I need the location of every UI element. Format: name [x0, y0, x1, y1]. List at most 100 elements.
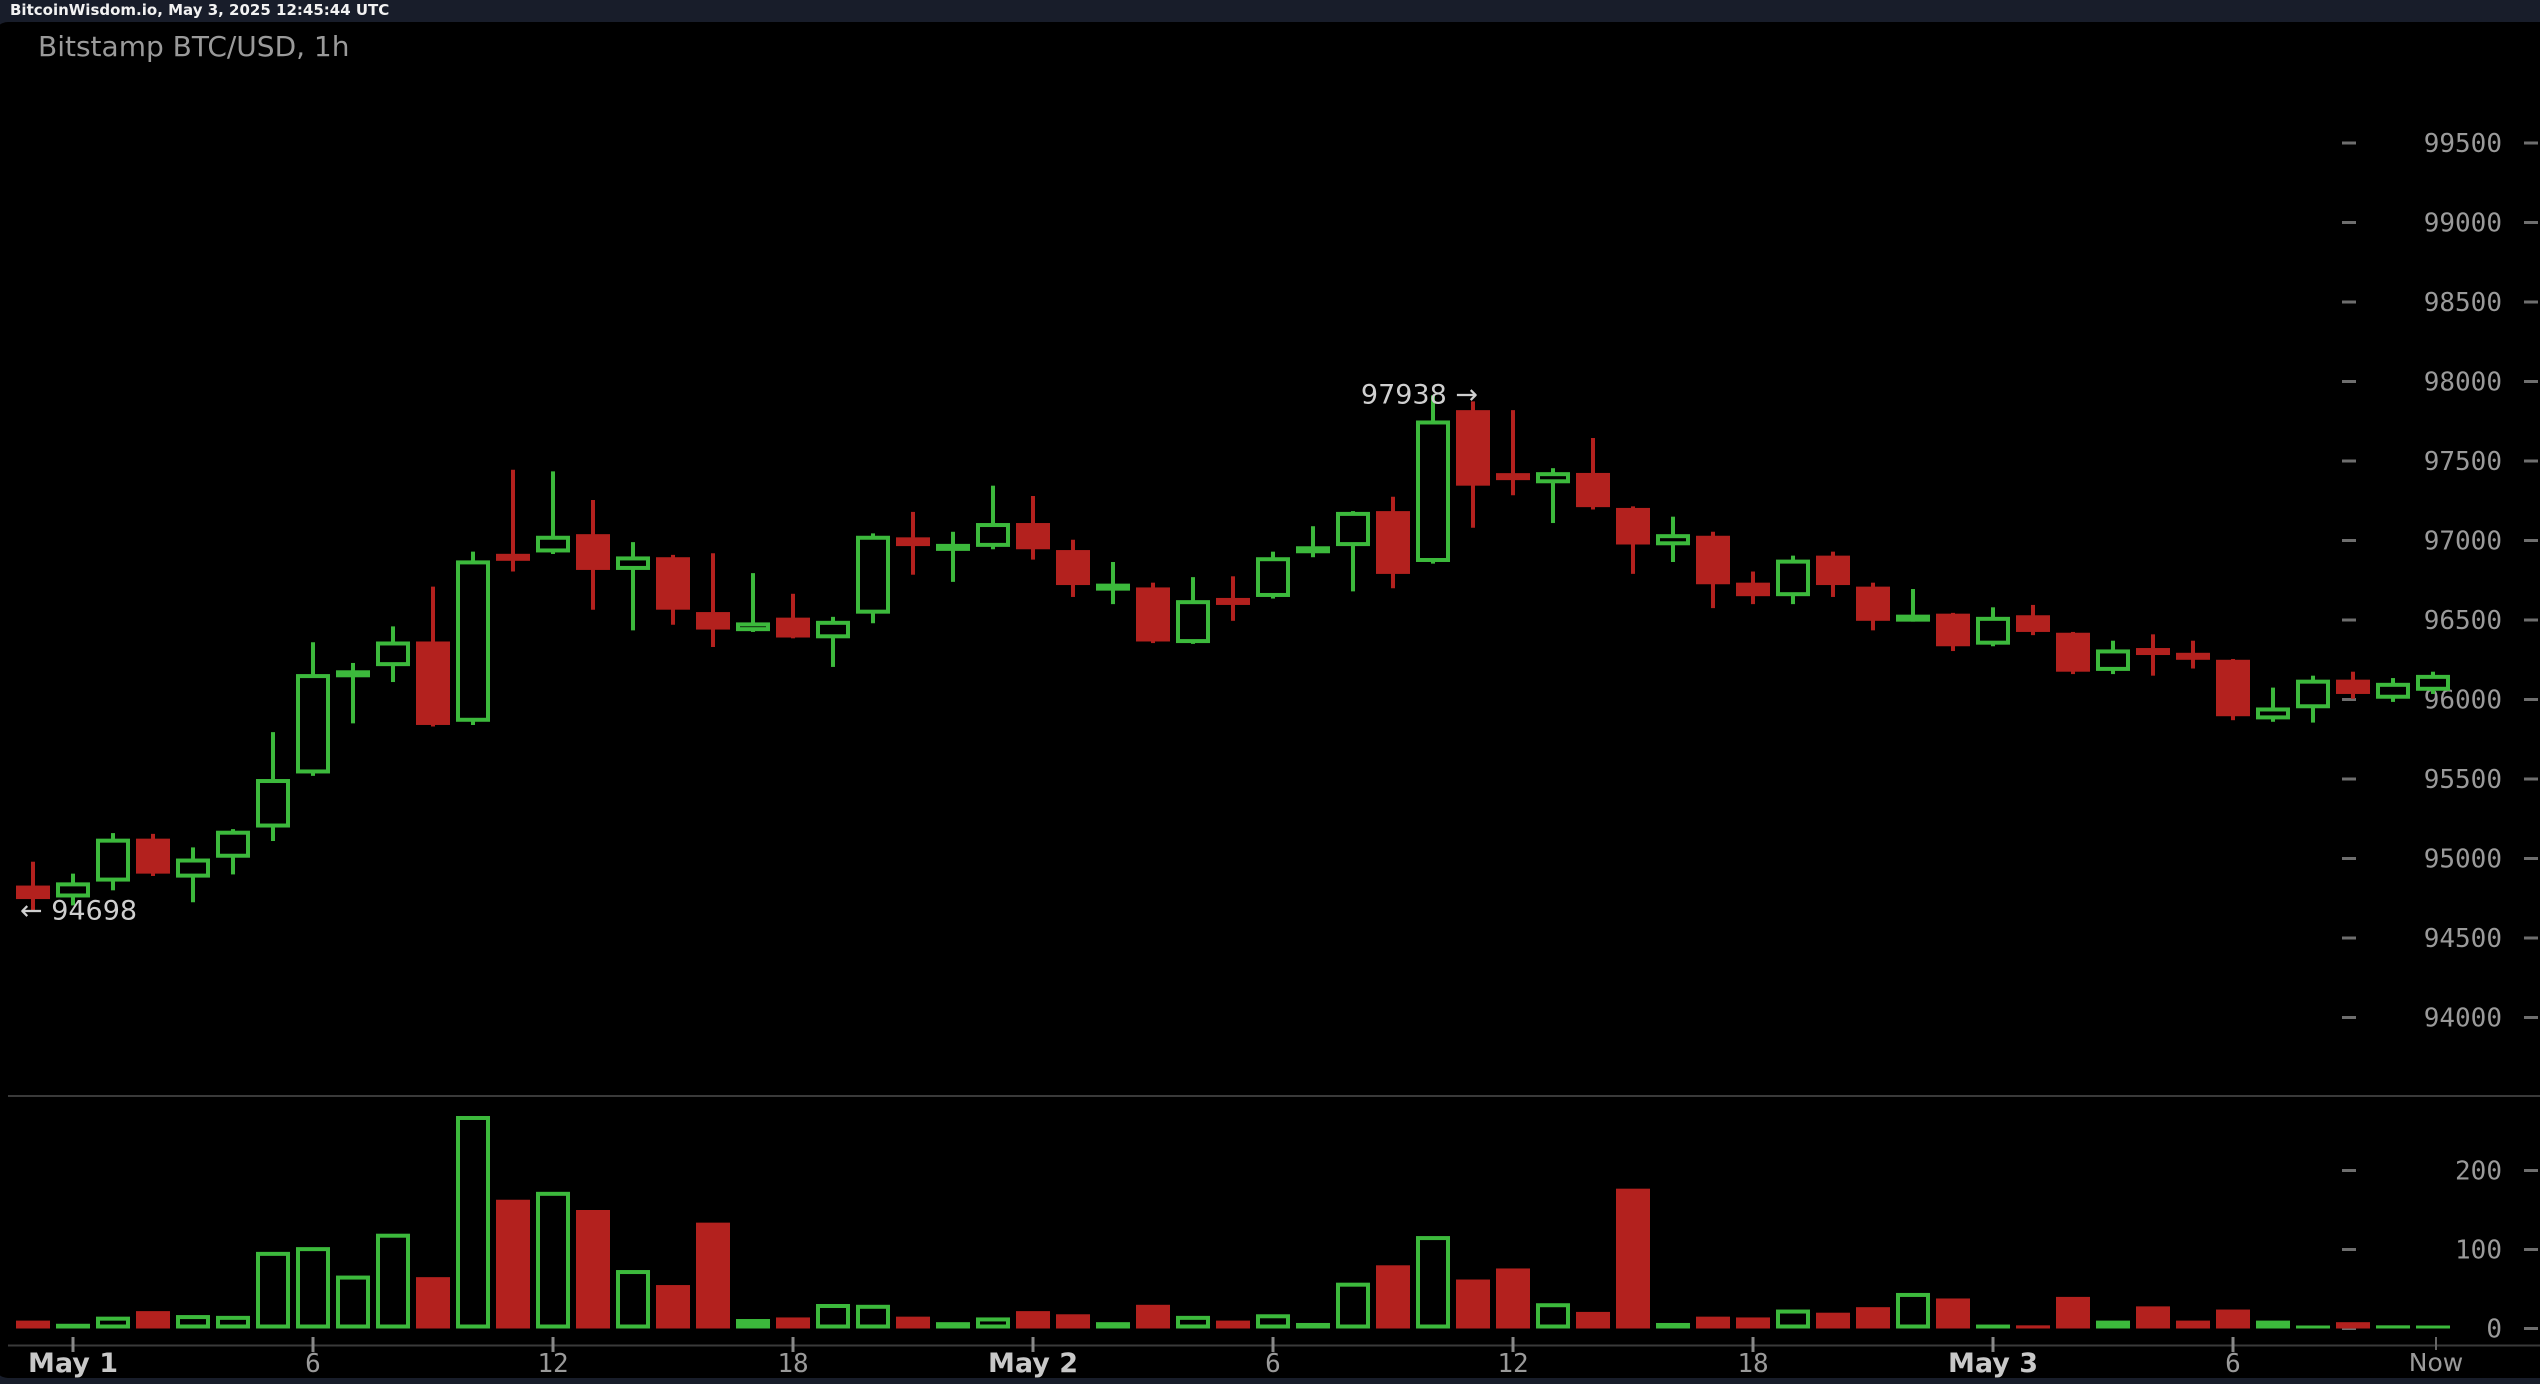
candle[interactable]: [96, 833, 130, 891]
candle[interactable]: [2216, 658, 2250, 721]
candle[interactable]: [616, 542, 650, 631]
volume-bar[interactable]: [1576, 1311, 1610, 1329]
volume-bar[interactable]: [2376, 1325, 2410, 1329]
volume-bar[interactable]: [2336, 1322, 2370, 1329]
candle[interactable]: [1096, 561, 1130, 605]
candle[interactable]: [1696, 531, 1730, 609]
candle[interactable]: [416, 586, 450, 727]
volume-bar[interactable]: [2016, 1325, 2050, 1329]
candle[interactable]: [1336, 511, 1370, 592]
volume-bar[interactable]: [176, 1315, 210, 1329]
candle[interactable]: [1176, 577, 1210, 644]
volume-bar[interactable]: [896, 1316, 930, 1329]
candle[interactable]: [376, 626, 410, 683]
volume-bar[interactable]: [2416, 1325, 2450, 1329]
candle[interactable]: [1056, 539, 1090, 597]
candle[interactable]: [456, 551, 490, 725]
candle[interactable]: [1976, 607, 2010, 647]
candle[interactable]: [816, 616, 850, 667]
volume-bar[interactable]: [976, 1317, 1010, 1329]
volume-bar[interactable]: [1896, 1292, 1930, 1329]
volume-bars[interactable]: [16, 1115, 2450, 1329]
volume-bar[interactable]: [2256, 1320, 2290, 1329]
candle[interactable]: [1856, 582, 1890, 631]
candle[interactable]: [1656, 516, 1690, 562]
volume-bar[interactable]: [1816, 1312, 1850, 1329]
volume-bar[interactable]: [1936, 1298, 1970, 1329]
volume-bar[interactable]: [536, 1191, 570, 1329]
candle[interactable]: [1496, 410, 1530, 496]
volume-bar[interactable]: [1736, 1317, 1770, 1329]
candle[interactable]: [2296, 675, 2330, 723]
candle[interactable]: [1896, 589, 1930, 622]
candle[interactable]: [496, 469, 530, 572]
volume-bar[interactable]: [856, 1304, 890, 1329]
candle[interactable]: [2376, 678, 2410, 702]
volume-bar[interactable]: [1656, 1322, 1690, 1329]
volume-bar[interactable]: [1776, 1309, 1810, 1329]
volume-bar[interactable]: [1336, 1282, 1370, 1329]
volume-bar[interactable]: [1256, 1314, 1290, 1329]
candle[interactable]: [1296, 526, 1330, 558]
candle[interactable]: [936, 531, 970, 582]
volume-bar[interactable]: [2216, 1309, 2250, 1329]
volume-bar[interactable]: [2096, 1320, 2130, 1329]
volume-bar[interactable]: [936, 1322, 970, 1329]
candle[interactable]: [1616, 506, 1650, 574]
candle[interactable]: [2016, 604, 2050, 636]
volume-bar[interactable]: [776, 1317, 810, 1329]
volume-bar[interactable]: [656, 1285, 690, 1329]
candle[interactable]: [2416, 671, 2450, 694]
volume-bar[interactable]: [16, 1320, 50, 1329]
volume-bar[interactable]: [416, 1277, 450, 1329]
candle[interactable]: [896, 511, 930, 575]
volume-bar[interactable]: [1416, 1236, 1450, 1329]
candle[interactable]: [2256, 687, 2290, 722]
candle[interactable]: [1376, 496, 1410, 589]
candle[interactable]: [2096, 640, 2130, 675]
candle[interactable]: [1416, 395, 1450, 564]
volume-bar[interactable]: [1016, 1311, 1050, 1329]
volume-bar[interactable]: [1296, 1322, 1330, 1329]
candle[interactable]: [2176, 640, 2210, 669]
candle[interactable]: [2336, 671, 2370, 699]
volume-bar[interactable]: [1136, 1304, 1170, 1329]
candle[interactable]: [656, 554, 690, 625]
candle[interactable]: [576, 499, 610, 610]
candle[interactable]: [1256, 551, 1290, 599]
volume-bar[interactable]: [816, 1304, 850, 1329]
candle[interactable]: [696, 553, 730, 648]
volume-bar[interactable]: [1856, 1307, 1890, 1329]
candle[interactable]: [56, 873, 90, 906]
volume-bar[interactable]: [1616, 1188, 1650, 1329]
volume-bar[interactable]: [1976, 1324, 2010, 1329]
volume-bar[interactable]: [1376, 1265, 1410, 1329]
candle[interactable]: [856, 533, 890, 624]
candle[interactable]: [1936, 612, 1970, 652]
candle[interactable]: [2136, 634, 2170, 676]
volume-bar[interactable]: [216, 1315, 250, 1329]
candle[interactable]: [296, 642, 330, 776]
volume-bar[interactable]: [2136, 1306, 2170, 1329]
volume-bar[interactable]: [1216, 1320, 1250, 1329]
candle[interactable]: [976, 485, 1010, 550]
candle[interactable]: [1736, 571, 1770, 605]
volume-bar[interactable]: [736, 1319, 770, 1329]
candle[interactable]: [1576, 437, 1610, 510]
candle[interactable]: [1536, 468, 1570, 524]
volume-bar[interactable]: [1456, 1279, 1490, 1329]
volume-bar[interactable]: [96, 1316, 130, 1329]
candle[interactable]: [776, 593, 810, 639]
candle[interactable]: [1016, 496, 1050, 560]
volume-bar[interactable]: [2176, 1320, 2210, 1329]
volume-bar[interactable]: [1696, 1316, 1730, 1329]
candle[interactable]: [336, 662, 370, 724]
candle[interactable]: [1216, 576, 1250, 621]
volume-bar[interactable]: [376, 1233, 410, 1329]
volume-bar[interactable]: [296, 1247, 330, 1329]
volume-bar[interactable]: [456, 1115, 490, 1329]
candle[interactable]: [2056, 631, 2090, 675]
volume-bar[interactable]: [136, 1311, 170, 1329]
candle[interactable]: [176, 847, 210, 903]
candle[interactable]: [216, 829, 250, 875]
